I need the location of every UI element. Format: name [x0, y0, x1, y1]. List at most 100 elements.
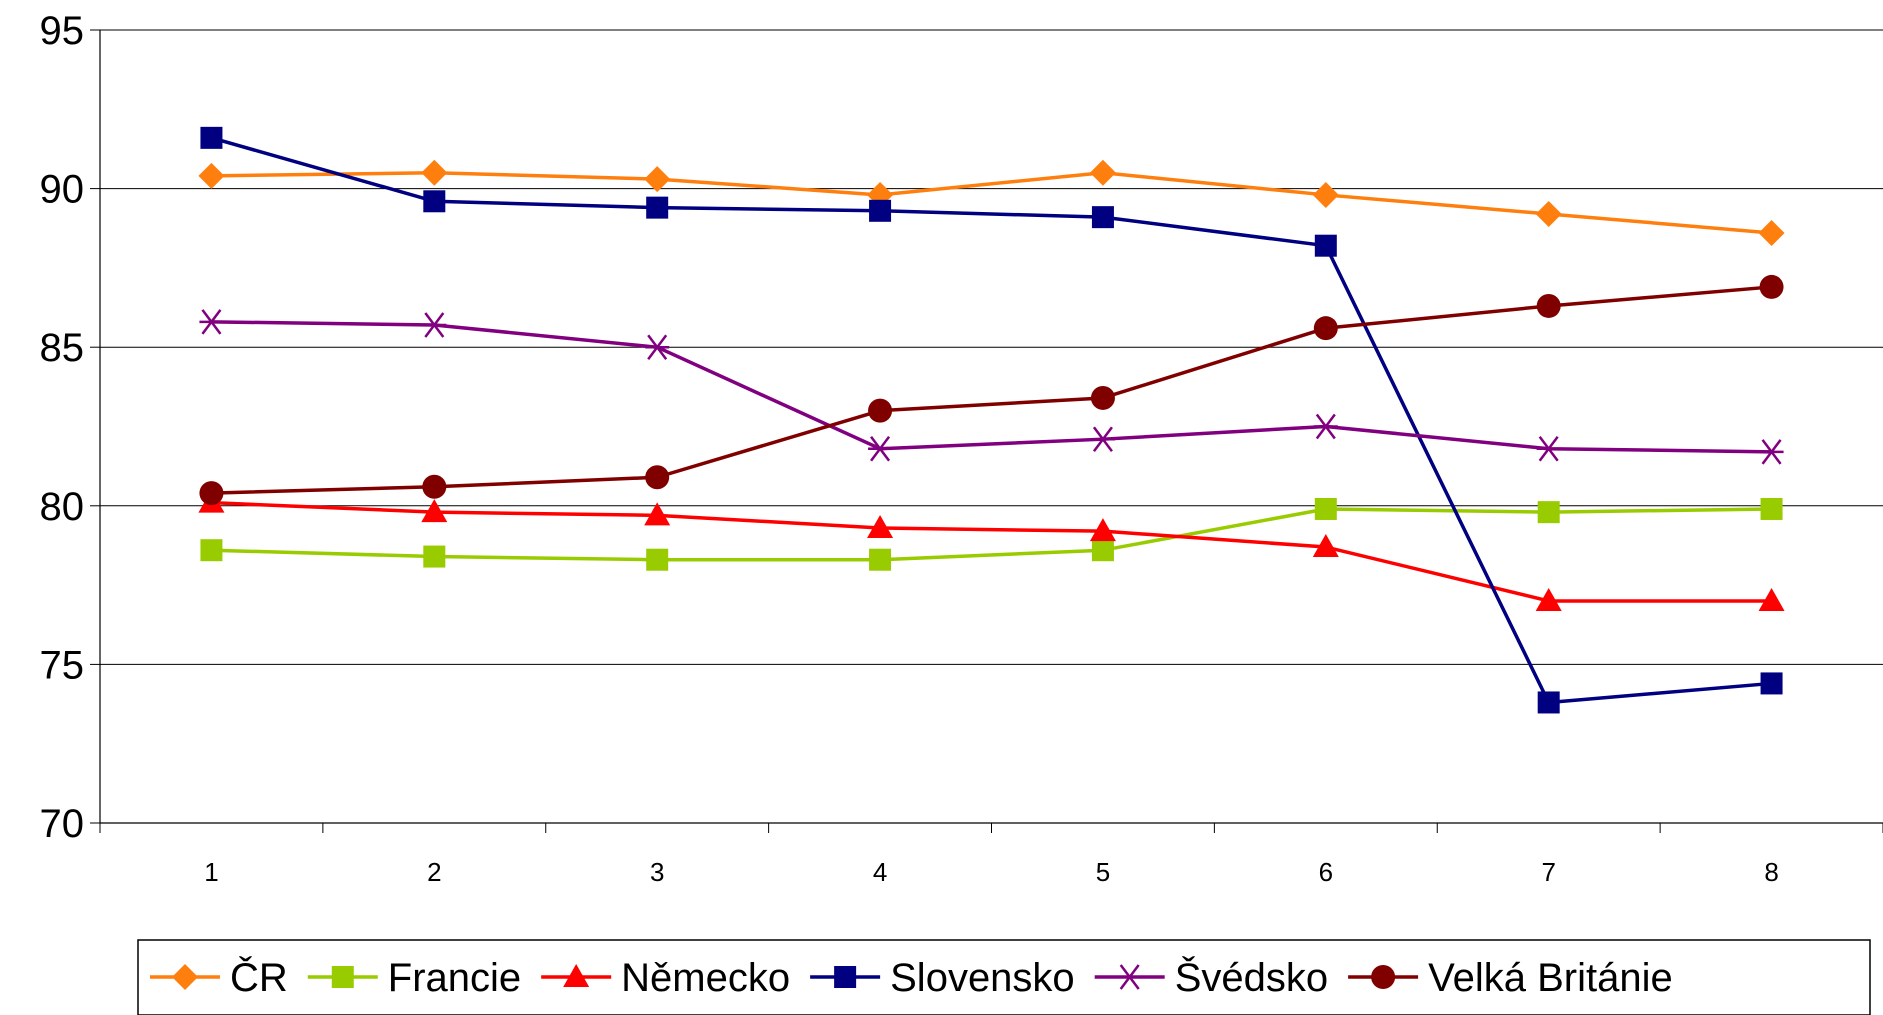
- data-point-nemecko: [421, 499, 448, 523]
- x-tick-label: 4: [873, 857, 887, 887]
- data-point-cr: [1758, 220, 1785, 247]
- data-point-francie: [1760, 497, 1783, 520]
- data-point-cr: [1089, 159, 1116, 186]
- data-point-svedsko: [1090, 426, 1115, 452]
- data-point-slovensko: [200, 126, 223, 149]
- data-point-cr: [1312, 181, 1339, 208]
- series-group: [198, 126, 1785, 714]
- data-point-francie: [423, 545, 446, 568]
- asterisk-stroke: [647, 334, 668, 360]
- data-point-slovensko: [1314, 234, 1337, 257]
- data-point-velka-britanie: [1313, 316, 1338, 341]
- data-point-nemecko: [644, 502, 671, 526]
- series-line-francie: [211, 507, 1772, 562]
- asterisk-stroke: [870, 435, 891, 462]
- data-point-svedsko: [868, 435, 893, 462]
- data-point-francie: [1314, 497, 1337, 520]
- data-point-velka-britanie: [645, 465, 670, 490]
- data-point-velka-britanie: [1090, 385, 1115, 410]
- x-tick-label: 7: [1541, 857, 1555, 887]
- data-point-slovensko: [869, 199, 892, 222]
- asterisk-stroke: [1538, 435, 1559, 462]
- series-line-cr: [211, 170, 1772, 235]
- series-nemecko: [198, 489, 1785, 611]
- data-point-nemecko: [1758, 587, 1785, 611]
- data-point-velka-britanie: [1536, 293, 1561, 318]
- data-point-velka-britanie: [422, 474, 447, 499]
- data-point-francie: [869, 548, 892, 571]
- data-point-svedsko: [1313, 413, 1338, 440]
- series-francie: [200, 497, 1783, 571]
- legend-marker: [1371, 965, 1396, 989]
- legend-item-nemecko: Německo: [541, 956, 790, 1000]
- y-tick-label: 90: [40, 168, 85, 212]
- legend-label: Švédsko: [1175, 955, 1328, 1000]
- data-point-francie: [1091, 539, 1114, 562]
- y-tick-label: 80: [40, 485, 85, 529]
- data-point-cr: [421, 159, 448, 186]
- legend-marker: [172, 964, 198, 990]
- legend-marker: [1117, 964, 1142, 990]
- y-tick-label: 95: [40, 9, 85, 53]
- data-point-slovensko: [423, 190, 446, 213]
- data-point-nemecko: [867, 515, 894, 539]
- series-line-nemecko: [211, 500, 1772, 603]
- data-point-slovensko: [1760, 672, 1783, 695]
- series-velka-britanie: [199, 274, 1784, 506]
- legend-item-cr: ČR: [150, 955, 288, 1000]
- series-cr: [198, 159, 1785, 247]
- axes: [90, 29, 1883, 833]
- legend-marker: [834, 966, 857, 988]
- x-tick-label: 6: [1319, 857, 1333, 887]
- y-tick-label: 85: [40, 326, 85, 370]
- y-tick-label: 75: [40, 643, 85, 687]
- data-point-slovensko: [1091, 206, 1114, 229]
- legend-label: Německo: [621, 956, 790, 1000]
- legend-item-velka-britanie: Velká Británie: [1348, 956, 1673, 1000]
- data-point-nemecko: [1535, 587, 1562, 611]
- data-point-nemecko: [1312, 534, 1339, 558]
- x-axis-ticks: 1 2 3 4 5 6 7 8: [204, 857, 1779, 887]
- legend-label: Slovensko: [890, 956, 1075, 1000]
- legend-item-svedsko: Švédsko: [1094, 955, 1328, 1000]
- data-point-svedsko: [199, 309, 224, 335]
- asterisk-stroke: [424, 312, 445, 338]
- data-point-svedsko: [1536, 435, 1561, 462]
- y-axis-ticks: 70 75 80 85 90 95: [40, 9, 85, 846]
- legend-label: ČR: [230, 955, 288, 1000]
- x-tick-label: 1: [204, 857, 218, 887]
- data-point-svedsko: [1759, 439, 1784, 465]
- data-point-velka-britanie: [199, 481, 224, 506]
- legend-item-slovensko: Slovensko: [810, 956, 1075, 1000]
- asterisk-stroke: [201, 309, 222, 335]
- data-point-cr: [198, 162, 225, 189]
- x-tick-label: 2: [427, 857, 441, 887]
- series-svedsko: [199, 309, 1784, 465]
- data-point-slovensko: [1537, 691, 1560, 714]
- asterisk-stroke: [1315, 413, 1336, 440]
- asterisk-stroke: [1092, 426, 1113, 452]
- data-point-cr: [1535, 200, 1562, 227]
- data-point-francie: [200, 539, 223, 562]
- series-slovensko: [200, 126, 1783, 714]
- asterisk-stroke: [1119, 964, 1140, 990]
- x-tick-label: 3: [650, 857, 664, 887]
- legend-label: Velká Británie: [1428, 956, 1673, 1000]
- series-line-svedsko: [211, 320, 1772, 454]
- series-line-slovensko: [210, 136, 1772, 705]
- data-point-cr: [644, 166, 671, 193]
- gridlines: [100, 29, 1883, 665]
- legend-item-francie: Francie: [307, 956, 521, 1000]
- data-point-nemecko: [1089, 518, 1116, 542]
- data-point-svedsko: [645, 334, 670, 360]
- y-tick-label: 70: [40, 802, 85, 846]
- x-tick-label: 8: [1764, 857, 1778, 887]
- legend-label: Francie: [388, 956, 521, 1000]
- data-point-velka-britanie: [868, 398, 893, 423]
- legend-box: [137, 939, 1871, 1015]
- legend-marker: [331, 966, 354, 988]
- data-point-francie: [646, 548, 669, 571]
- data-point-francie: [1537, 501, 1560, 524]
- data-point-slovensko: [646, 196, 669, 219]
